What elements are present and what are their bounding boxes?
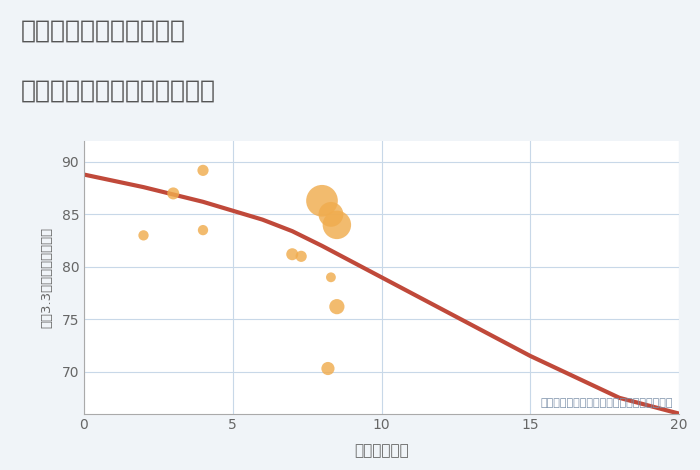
Y-axis label: 坪（3.3㎡）単価（万円）: 坪（3.3㎡）単価（万円） [40,227,53,328]
Point [138,232,149,239]
Point [326,274,337,281]
Point [287,251,298,258]
Point [322,365,333,372]
Point [316,197,328,204]
Text: 円の大きさは、取引のあった物件面積を示す: 円の大きさは、取引のあった物件面積を示す [540,398,673,408]
X-axis label: 駅距離（分）: 駅距離（分） [354,444,409,459]
Point [197,227,209,234]
Text: 駅距離別中古マンション価格: 駅距離別中古マンション価格 [21,78,216,102]
Point [331,221,342,228]
Text: 大阪府柏原市国分本町の: 大阪府柏原市国分本町の [21,19,186,43]
Point [168,190,179,197]
Point [295,252,307,260]
Point [326,211,337,218]
Point [197,166,209,174]
Point [331,303,342,310]
